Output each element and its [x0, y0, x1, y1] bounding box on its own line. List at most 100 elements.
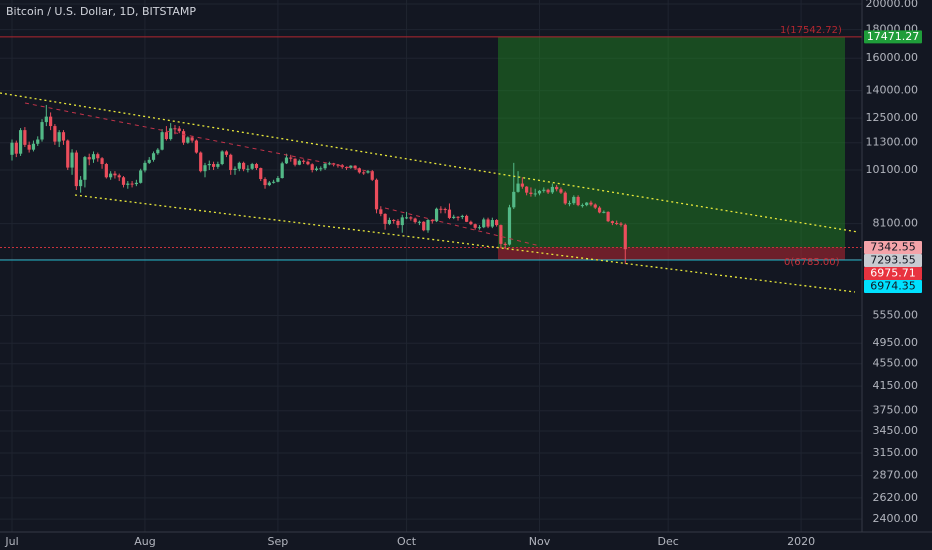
candle-body [310, 164, 314, 170]
candle-body [572, 196, 576, 204]
candle-body [10, 142, 14, 155]
candle-body [169, 128, 173, 140]
candle-body [293, 158, 297, 165]
candle-body [525, 186, 529, 193]
candle-body [426, 220, 430, 231]
candle-body [74, 152, 78, 187]
candle-body [224, 151, 229, 155]
candle-body [87, 157, 91, 160]
candle-body [143, 162, 147, 171]
candle-body [194, 140, 199, 153]
candle-body [100, 158, 104, 165]
y-tick-label: 12500.00 [866, 111, 919, 124]
candle-body [186, 137, 190, 143]
x-tick-label: Oct [397, 535, 417, 548]
candle-body [31, 143, 36, 150]
candle-body [267, 182, 271, 186]
grid [0, 0, 862, 532]
mid-trend-line [384, 207, 541, 247]
candle-body [546, 189, 550, 193]
y-tick-label: 14000.00 [866, 84, 919, 97]
candle-body [160, 132, 164, 150]
candle-body [344, 167, 349, 169]
candle-body [220, 151, 224, 165]
candle-body [237, 162, 241, 169]
candle-body [477, 227, 482, 229]
candle-body [362, 172, 366, 174]
candle-body [507, 207, 512, 245]
candle-body [357, 168, 361, 173]
candle-body [121, 177, 126, 185]
candle-body [177, 128, 181, 132]
x-tick-label: 2020 [787, 535, 815, 548]
candle-body [580, 205, 584, 207]
candle-body [79, 179, 83, 187]
candle-body [353, 165, 357, 169]
candle-body [190, 137, 194, 141]
candle-body [36, 139, 40, 144]
candle-body [40, 122, 44, 140]
price-tag-label: 6975.71 [870, 266, 916, 279]
candle-body [70, 152, 74, 168]
candle-body [563, 192, 567, 204]
candle-body [216, 164, 220, 167]
candle-body [589, 202, 593, 205]
chart-title: Bitcoin / U.S. Dollar, 1D, BITSTAMP [6, 5, 196, 18]
candle-body [276, 178, 280, 182]
y-tick-label: 5550.00 [873, 308, 919, 321]
candle-body [396, 220, 400, 226]
candle-body [533, 193, 537, 195]
y-tick-label: 11300.00 [866, 136, 919, 149]
candle-body [280, 163, 284, 179]
candle-body [327, 163, 331, 165]
candle-body [597, 207, 602, 213]
candle-body [113, 173, 117, 176]
candle-body [272, 181, 276, 183]
candle-body [203, 165, 207, 172]
candle-body [413, 218, 417, 223]
candle-body [383, 213, 387, 224]
candle-body [211, 164, 216, 167]
price-tag [864, 253, 922, 267]
candle-body [18, 130, 23, 154]
candle-body [473, 224, 477, 228]
candle-body [164, 132, 168, 140]
candle-body [417, 221, 422, 223]
candle-body [23, 130, 27, 145]
candle-body [550, 186, 554, 193]
profit-zone [498, 36, 845, 248]
candle-body [404, 217, 409, 219]
candle-body [602, 211, 606, 213]
candle-body [91, 154, 96, 160]
candle-body [250, 164, 254, 169]
candle-body [520, 183, 524, 187]
price-lines [0, 36, 862, 261]
price-tag [864, 240, 922, 254]
candle-body [379, 209, 383, 214]
candle-body [555, 186, 559, 190]
candle-body [126, 183, 130, 185]
candle-body [366, 171, 370, 173]
candle-body [49, 116, 53, 127]
y-tick-label: 16000.00 [866, 51, 919, 64]
axes: Jul Aug Sep Oct Nov Dec 202020000.0018000.0016… [4, 0, 918, 548]
candle-body [349, 165, 353, 168]
candle-body [323, 163, 327, 169]
candle-body [57, 132, 61, 142]
candle-body [606, 211, 610, 222]
y-tick-label: 3750.00 [873, 404, 919, 417]
candle-body [430, 220, 434, 222]
candle-body [512, 191, 516, 208]
candle-body [409, 217, 413, 219]
candle-body [439, 208, 443, 210]
candle-body [199, 152, 203, 172]
candle-body [482, 219, 486, 228]
candle-body [447, 209, 452, 218]
candle-body [319, 168, 323, 170]
candle-body [284, 157, 289, 164]
price-tag [864, 279, 922, 293]
candle-body [207, 164, 211, 166]
candle-body [44, 116, 48, 123]
